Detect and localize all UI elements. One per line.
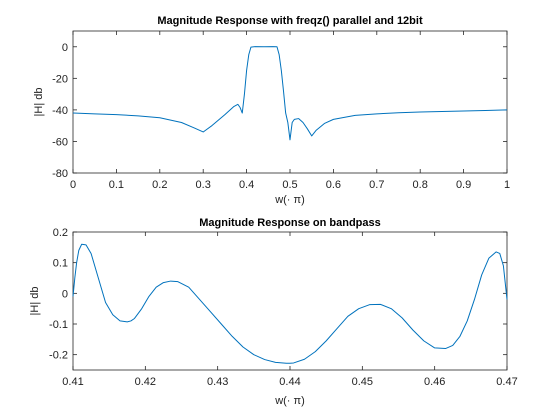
x-tick-label: 0.45: [352, 376, 373, 388]
y-axis-label: |H| db: [29, 287, 41, 316]
x-tick-label: 0.5: [282, 179, 297, 191]
x-tick-label: 0: [70, 179, 76, 191]
x-tick-label: 0.42: [135, 376, 156, 388]
axis-ticks: 0.41 0.42 0.43 0.44 0.45 0.46 0.47 -0.2 -0.1 0 0.1…: [49, 227, 518, 388]
x-axis-label: w(· π): [274, 395, 305, 407]
x-axis-label: w(· π): [274, 194, 305, 206]
plot-area: [72, 30, 508, 174]
y-tick-label: 0: [62, 288, 68, 300]
x-tick-label: 1: [504, 179, 510, 191]
y-tick-label: -0.1: [49, 319, 68, 331]
chart-title: Magnitude Response with freqz() parallel…: [157, 15, 423, 27]
y-tick-label: 0.1: [53, 258, 68, 270]
axis-ticks: 0 0.1 0.2 0.3 0.4 0.5 0.6 0.7 0.8 0.9 1 -80 -60 -40 -2…: [52, 31, 510, 191]
x-tick-label: 0.7: [369, 179, 384, 191]
x-tick-label: 0.43: [207, 376, 228, 388]
x-tick-label: 0.47: [496, 376, 517, 388]
y-tick-label: 0.2: [53, 227, 68, 239]
series-layer: [72, 46, 508, 141]
y-tick-label: 0: [62, 42, 68, 54]
x-tick-label: 0.2: [152, 179, 167, 191]
y-tick-label: -60: [52, 136, 68, 148]
x-tick-label: 0.46: [424, 376, 445, 388]
x-tick-label: 0.41: [62, 376, 83, 388]
y-tick-label: -80: [52, 168, 68, 180]
y-tick-label: -40: [52, 105, 68, 117]
x-tick-label: 0.4: [239, 179, 254, 191]
chart-panel-bottom: Magnitude Response on bandpass w(· π) |H…: [29, 217, 518, 407]
series-layer: [72, 243, 508, 364]
x-tick-label: 0.9: [456, 179, 471, 191]
series-line: [72, 46, 508, 141]
chart-title: Magnitude Response on bandpass: [199, 217, 381, 229]
x-tick-label: 0.8: [413, 179, 428, 191]
chart-panel-top: Magnitude Response with freqz() parallel…: [33, 15, 510, 206]
x-tick-label: 0.1: [109, 179, 124, 191]
y-tick-label: -20: [52, 73, 68, 85]
y-tick-label: -0.2: [49, 350, 68, 362]
series-line: [72, 243, 508, 364]
x-tick-label: 0.44: [279, 376, 300, 388]
y-axis-label: |H| db: [33, 88, 45, 117]
x-tick-label: 0.6: [326, 179, 341, 191]
plot-area: [72, 231, 508, 371]
x-tick-label: 0.3: [196, 179, 211, 191]
